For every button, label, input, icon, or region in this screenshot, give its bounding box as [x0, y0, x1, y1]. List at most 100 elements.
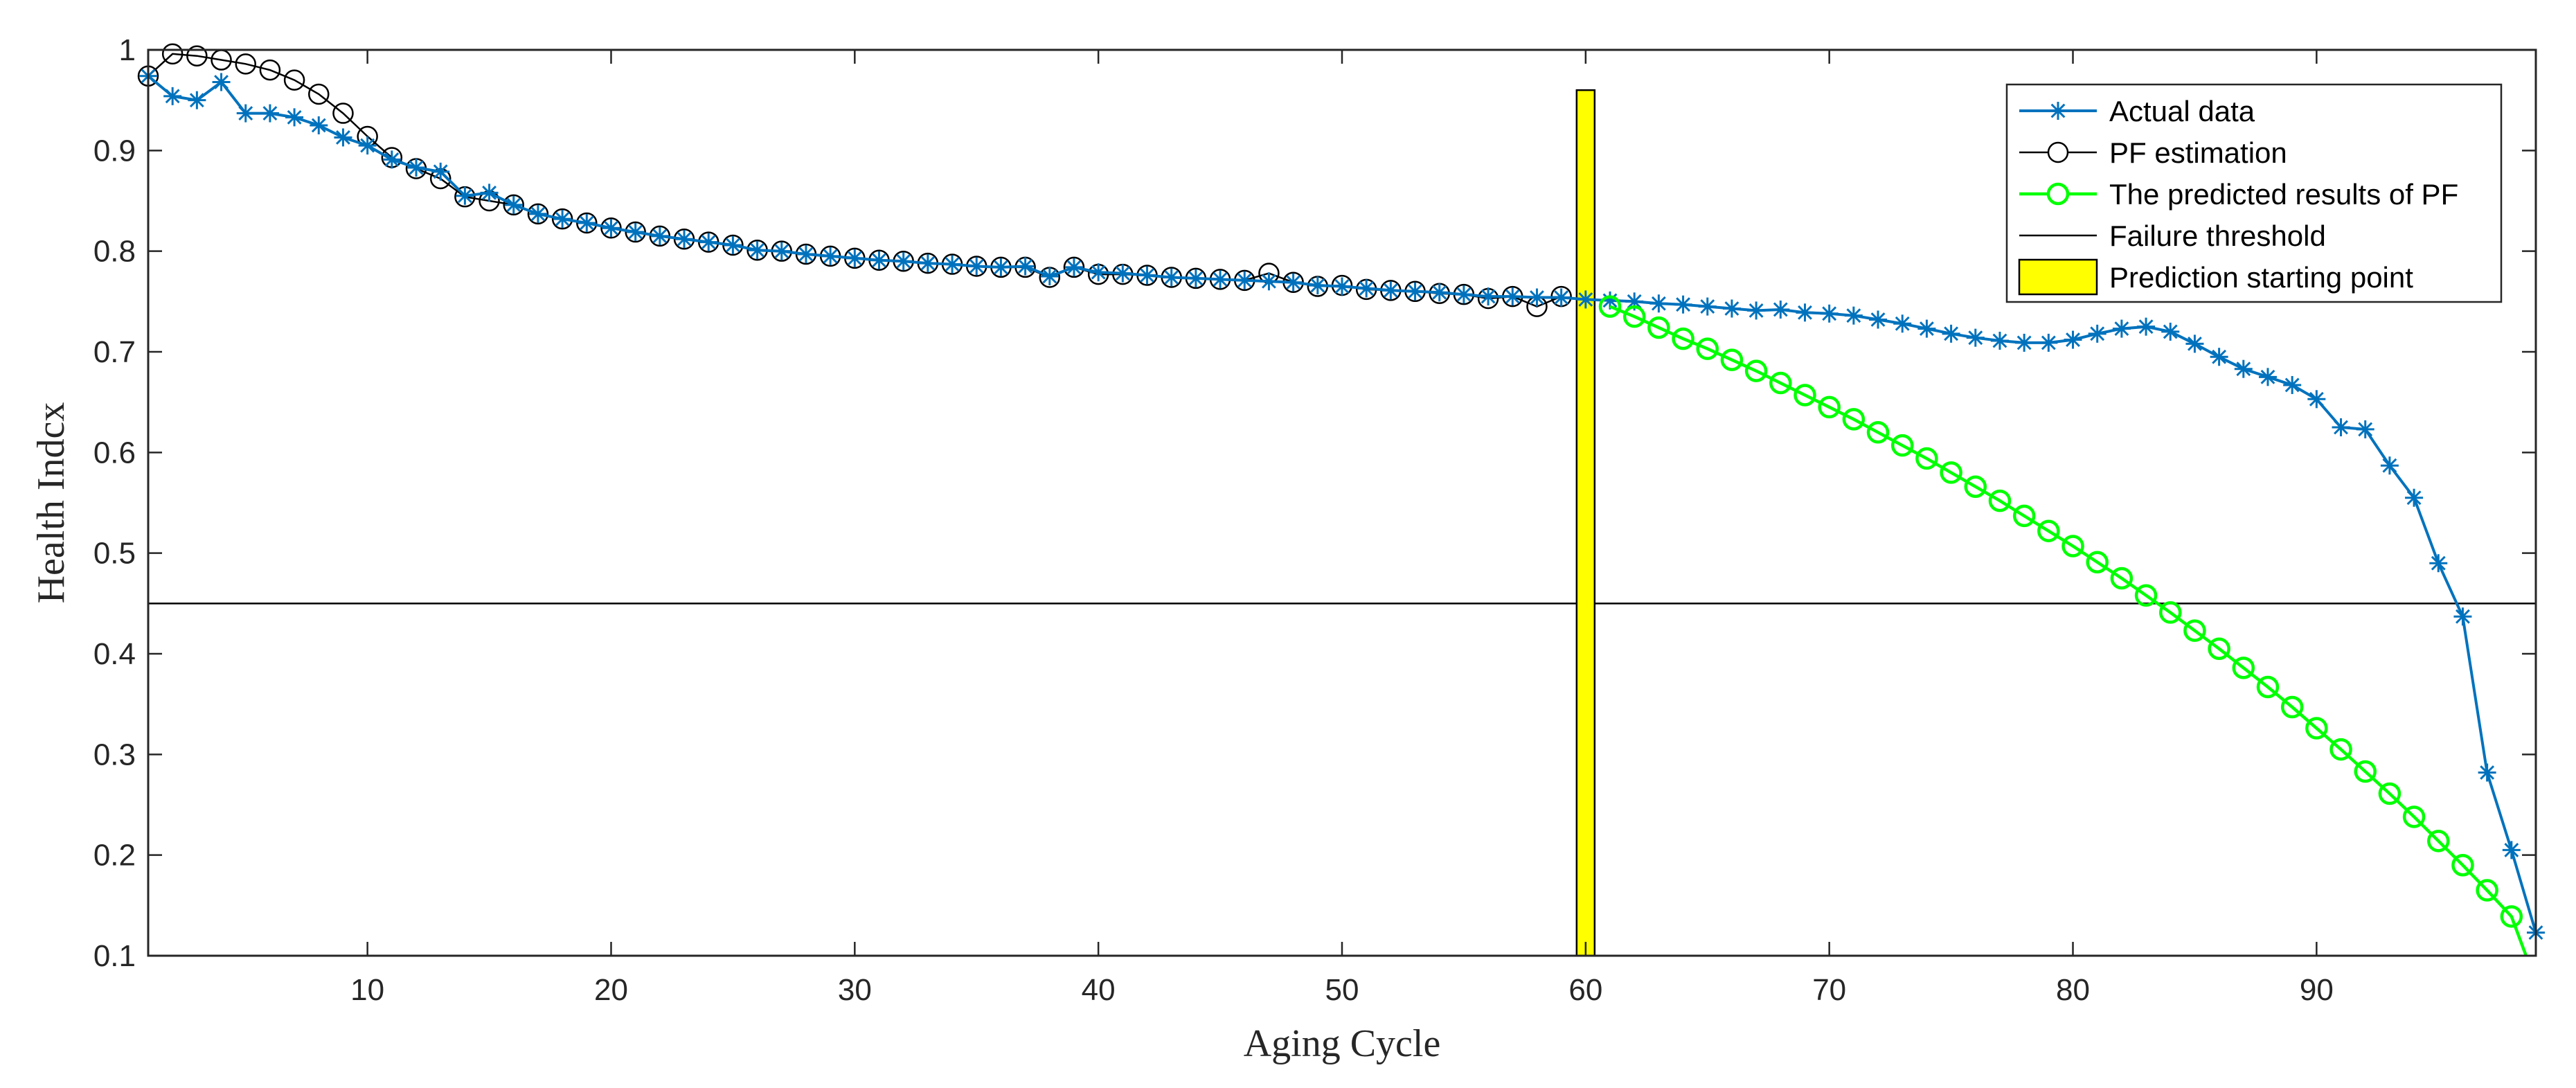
actual-data-point: [1796, 303, 1814, 322]
actual-data-point: [1016, 257, 1035, 276]
actual-data-point: [1479, 287, 1498, 306]
actual-data-point: [2088, 324, 2107, 343]
actual-data-point: [1503, 287, 1522, 306]
actual-data-point: [1430, 283, 1449, 302]
actual-data-point: [2405, 488, 2424, 507]
y-tick-label: 0.4: [93, 637, 136, 671]
actual-data-point: [1186, 269, 1205, 287]
actual-data-point: [1893, 314, 1912, 333]
actual-data-point: [285, 108, 304, 127]
predicted-results-point: [2476, 879, 2498, 902]
x-tick-label: 30: [838, 973, 872, 1007]
actual-data-point: [650, 226, 669, 245]
pf-estimation-point: [600, 217, 622, 239]
y-tick-label: 0.6: [93, 436, 136, 470]
actual-data-point: [2429, 554, 2448, 573]
predicted-results-point: [2402, 805, 2426, 828]
predicted-results-point: [2208, 637, 2230, 660]
actual-data-point: [1747, 301, 1766, 320]
actual-data-point: [1162, 268, 1181, 287]
actual-data-point: [2283, 375, 2302, 394]
pf-estimation-point: [576, 212, 598, 234]
actual-data-point: [1552, 288, 1571, 307]
actual-data-point: [1113, 264, 1132, 283]
predicted-results-point: [2329, 738, 2352, 761]
pf-estimation-point: [235, 53, 256, 75]
actual-data-point: [1284, 273, 1303, 292]
y-tick-label: 0.8: [93, 235, 136, 269]
predicted-results-point: [1769, 371, 1792, 395]
predicted-results-point: [1866, 421, 1890, 444]
actual-data-point: [2161, 322, 2180, 341]
actual-data-point: [2185, 335, 2204, 353]
y-axis-title: Health Indcx: [30, 402, 73, 604]
actual-data-point: [2234, 359, 2253, 378]
actual-data-point: [2332, 418, 2350, 436]
pf-estimation-point: [161, 43, 184, 65]
predicted-results-point: [2012, 504, 2036, 528]
actual-data-point: [236, 104, 255, 123]
actual-data-point: [626, 223, 645, 242]
x-tick-label: 90: [2300, 973, 2334, 1007]
legend-label: Failure threshold: [2109, 220, 2326, 252]
y-tick-label: 0.9: [93, 134, 136, 168]
actual-data-point: [528, 204, 547, 223]
predicted-results-point: [1890, 434, 1914, 457]
actual-data-point: [2112, 319, 2131, 338]
actual-data-point: [1649, 294, 1668, 313]
predicted-results-point: [2427, 830, 2450, 853]
predicted-results-point: [1915, 447, 1938, 470]
actual-data-point: [1381, 281, 1400, 300]
predicted-results-point: [1647, 316, 1670, 339]
actual-data-point: [1674, 295, 1692, 314]
predicted-results-point: [2232, 657, 2255, 679]
predicted-results-point: [2378, 782, 2401, 805]
predicted-results-point: [2061, 535, 2084, 558]
pf-estimation-point: [527, 203, 549, 225]
predicted-results-point: [1940, 461, 1962, 484]
pf-estimation-point: [1063, 256, 1085, 278]
x-tick-label: 50: [1325, 973, 1359, 1007]
actual-data-point: [821, 247, 840, 265]
y-tick-label: 0.7: [93, 335, 136, 369]
predicted-results-point: [2354, 760, 2377, 783]
actual-data-point: [967, 257, 986, 276]
actual-data-point: [1942, 324, 1960, 343]
actual-data-point: [163, 87, 182, 105]
actual-data-point: [1990, 332, 2009, 350]
actual-data-point: [1089, 263, 1108, 282]
actual-data-point: [456, 186, 474, 205]
legend-label: The predicted results of PF: [2109, 178, 2458, 211]
actual-data-point: [675, 230, 694, 249]
actual-data-point: [2307, 390, 2326, 409]
actual-data-point: [943, 255, 962, 274]
x-tick-label: 10: [350, 973, 384, 1007]
actual-data-point: [1064, 258, 1083, 276]
actual-data-point: [1138, 266, 1156, 285]
y-tick-label: 0.5: [93, 537, 136, 571]
predicted-results-point: [1672, 327, 1694, 350]
predicted-results-point: [2110, 567, 2134, 590]
legend-label: Prediction starting point: [2109, 261, 2413, 294]
actual-data-point: [699, 233, 718, 251]
predicted-results-point: [2134, 584, 2158, 607]
actual-data-point: [1528, 288, 1546, 307]
x-tick-label: 40: [1082, 973, 1116, 1007]
predicted-results-point: [1622, 305, 1646, 328]
predicted-results-point: [2086, 551, 2109, 573]
predicted-results-point: [2500, 905, 2523, 928]
predicted-results-point: [1696, 337, 1719, 360]
x-tick-label: 20: [594, 973, 628, 1007]
actual-data-point: [2258, 368, 2277, 386]
actual-data-point: [1698, 297, 1717, 316]
actual-data-point: [2502, 841, 2521, 859]
legend-marker-actual: [2049, 102, 2067, 120]
y-tick-label: 0.3: [93, 738, 136, 772]
pf-estimation-point: [551, 208, 573, 230]
actual-data-point: [724, 235, 742, 254]
predicted-results-point: [1794, 384, 1816, 407]
predicted-results-point: [1818, 395, 1841, 419]
y-tick-label: 1: [119, 33, 136, 67]
x-tick-label: 60: [1568, 973, 1602, 1007]
